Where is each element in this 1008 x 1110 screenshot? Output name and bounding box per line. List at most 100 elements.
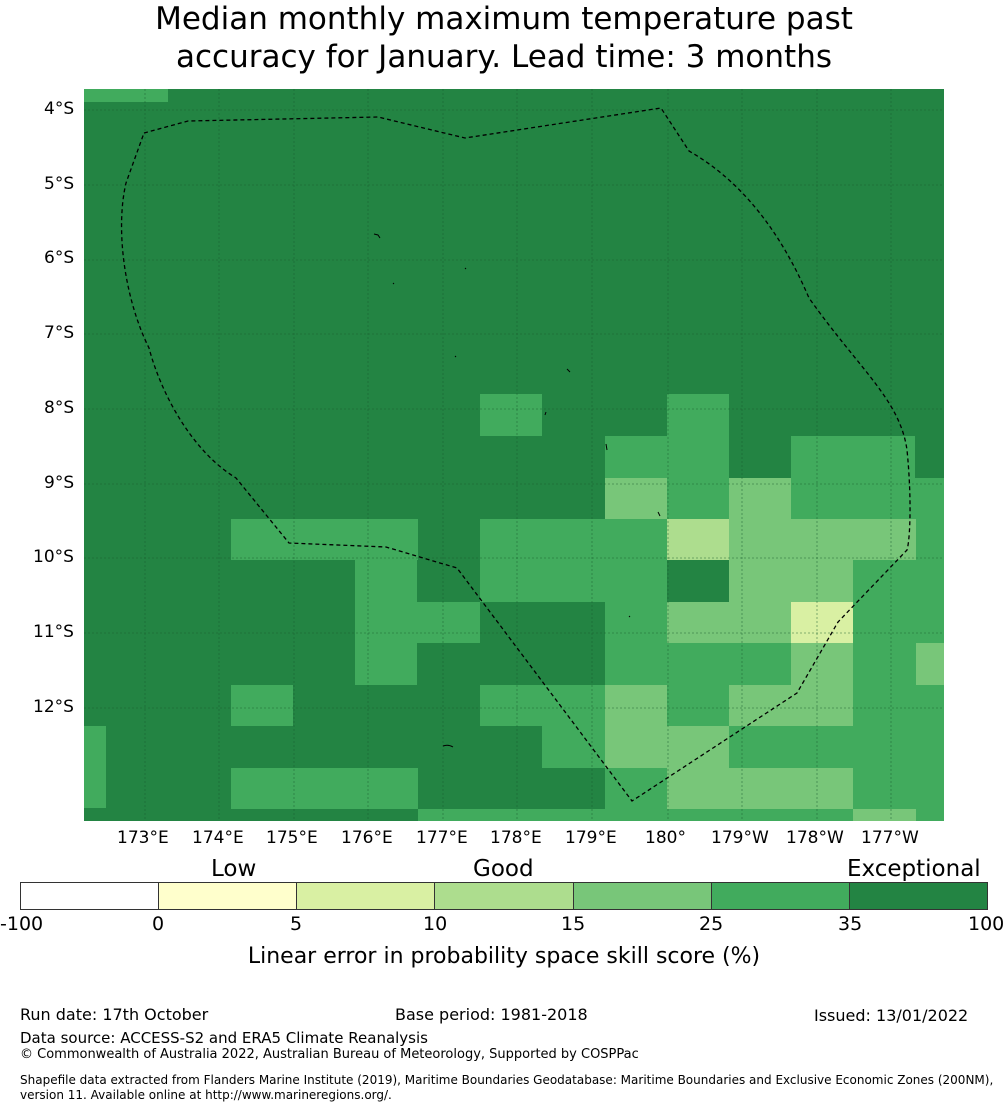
lon-label: 178°E — [490, 828, 542, 848]
skill-cell — [916, 519, 944, 560]
islands — [373, 233, 661, 748]
skill-cell — [667, 685, 729, 726]
lon-label: 176°E — [341, 828, 393, 848]
category-exceptional: Exceptional — [847, 856, 981, 882]
skill-cell — [791, 478, 944, 519]
skill-cell — [605, 643, 791, 685]
skill-cell — [605, 726, 667, 768]
skill-cell — [480, 560, 667, 602]
lon-label: 174°E — [192, 828, 244, 848]
lon-label: 179°W — [711, 828, 769, 848]
base-period: Base period: 1981-2018 — [395, 1005, 588, 1024]
skill-cell — [729, 478, 791, 519]
copyright: © Commonwealth of Australia 2022, Austra… — [20, 1047, 639, 1062]
skill-cell — [231, 768, 418, 809]
skill-cell — [853, 602, 944, 643]
skill-cell — [729, 560, 853, 602]
skill-cell — [84, 726, 106, 808]
lat-label: 8°S — [44, 398, 75, 418]
lat-label: 11°S — [33, 622, 74, 642]
skill-cell — [605, 478, 667, 519]
skill-cell — [853, 685, 944, 726]
skill-cell — [355, 602, 480, 643]
skill-cell — [853, 643, 916, 685]
category-good: Good — [473, 856, 534, 882]
skill-cell — [480, 602, 605, 685]
skill-cell — [791, 436, 915, 478]
gridlines — [84, 89, 944, 821]
run-date: Run date: 17th October — [20, 1005, 209, 1024]
skill-cell — [355, 560, 417, 602]
skill-cell — [853, 560, 944, 602]
skill-cell — [418, 809, 791, 821]
colorbar-tick: -100 — [0, 913, 44, 935]
skill-cell — [542, 726, 605, 768]
title-line-1: Median monthly maximum temperature past — [155, 1, 853, 37]
colorbar-segment — [435, 883, 574, 909]
colorbar-tick: 15 — [561, 913, 586, 935]
lat-label: 12°S — [33, 697, 74, 717]
colorbar-tick: 35 — [838, 913, 863, 935]
lat-label: 4°S — [44, 99, 75, 119]
lon-label: 180° — [645, 828, 686, 848]
lon-label: 177°W — [861, 828, 919, 848]
lon-label: 173°E — [117, 828, 169, 848]
skill-cell — [231, 685, 293, 726]
colorbar-segment — [297, 883, 436, 909]
skill-cell — [729, 685, 853, 726]
colorbar-tick: 25 — [699, 913, 724, 935]
colorbar-segment — [21, 883, 160, 909]
lat-label: 9°S — [44, 473, 75, 493]
lat-label: 7°S — [44, 323, 75, 343]
skill-cell — [231, 519, 418, 560]
issued-date: Issued: 13/01/2022 — [814, 1006, 969, 1025]
colorbar-segment — [849, 883, 987, 909]
skill-cell — [729, 519, 916, 560]
skill-cell — [667, 726, 729, 768]
colorbar-tick: 5 — [290, 913, 303, 935]
skill-cells — [84, 89, 944, 821]
skill-cell — [791, 643, 853, 685]
skill-cell — [667, 768, 853, 809]
lat-label: 6°S — [44, 248, 75, 268]
lon-label: 179°E — [565, 828, 617, 848]
category-low: Low — [211, 856, 257, 882]
skill-cell — [605, 602, 667, 643]
colorbar — [20, 882, 988, 910]
skill-cell — [480, 519, 667, 560]
title-line-2: accuracy for January. Lead time: 3 month… — [175, 39, 832, 75]
skill-cell — [729, 726, 944, 768]
colorbar-tick: 0 — [152, 913, 165, 935]
skill-cell — [480, 394, 542, 436]
skill-cell — [916, 643, 944, 685]
colorbar-segment — [573, 883, 712, 909]
skill-cell — [605, 685, 667, 726]
skill-cell — [667, 519, 729, 560]
data-source: Data source: ACCESS-S2 and ERA5 Climate … — [20, 1029, 428, 1047]
colorbar-tick: 100 — [968, 913, 1005, 935]
colorbar-tick: 10 — [423, 913, 448, 935]
skill-cell — [853, 768, 944, 809]
skill-cell — [916, 809, 944, 821]
shapefile-credit: Shapefile data extracted from Flanders M… — [20, 1073, 994, 1102]
skill-cell — [667, 394, 729, 436]
lat-label: 10°S — [33, 547, 74, 567]
colorbar-segment — [159, 883, 298, 909]
lon-label: 175°E — [266, 828, 318, 848]
lon-label: 177°E — [416, 828, 468, 848]
skill-cell — [605, 768, 667, 809]
colorbar-segment — [711, 883, 850, 909]
lat-label: 5°S — [44, 174, 75, 194]
skill-cell — [667, 602, 791, 643]
skill-map — [84, 89, 944, 821]
lon-label: 178°W — [786, 828, 844, 848]
skill-cell — [853, 809, 916, 821]
skill-cell — [791, 602, 853, 643]
skill-cell — [84, 89, 168, 102]
skill-cell — [667, 478, 729, 519]
map-title: Median monthly maximum temperature past … — [0, 0, 1008, 76]
skill-cell — [355, 643, 417, 685]
skill-cell — [480, 685, 605, 726]
skill-cell — [791, 809, 853, 821]
colorbar-label: Linear error in probability space skill … — [247, 944, 761, 969]
